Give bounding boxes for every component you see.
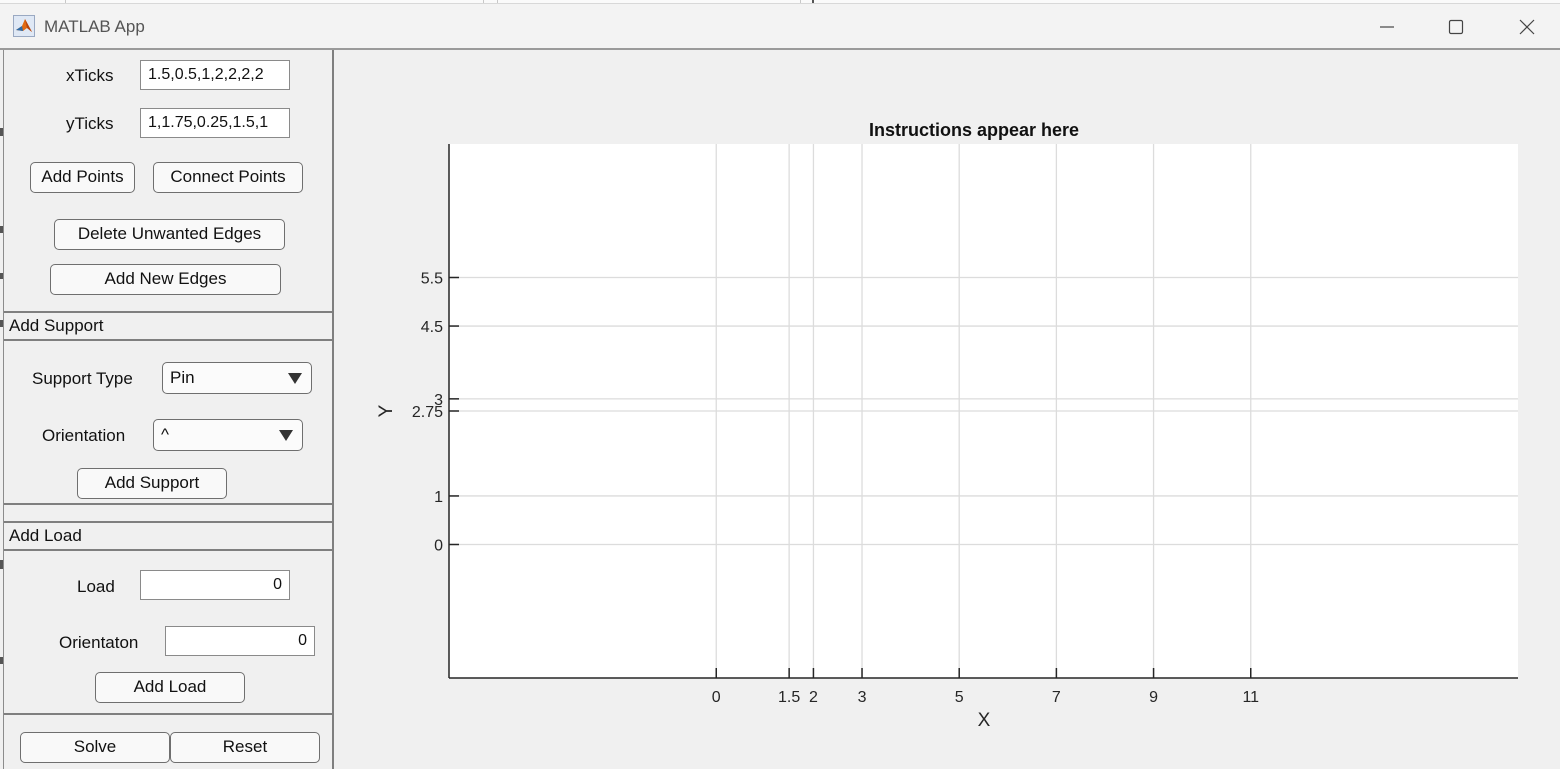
add-load-button[interactable]: Add Load <box>95 672 245 703</box>
reset-button[interactable]: Reset <box>170 732 320 763</box>
chevron-down-icon <box>279 430 293 441</box>
delete-unwanted-edges-button[interactable]: Delete Unwanted Edges <box>54 219 285 250</box>
xticks-label: xTicks <box>66 66 114 85</box>
maximize-icon <box>1448 19 1464 35</box>
title-bar-divider <box>0 48 1560 50</box>
add-points-button[interactable]: Add Points <box>30 162 135 193</box>
add-new-edges-button[interactable]: Add New Edges <box>50 264 281 295</box>
support-orientation-value: ^ <box>161 425 169 444</box>
window-title: MATLAB App <box>44 17 145 36</box>
control-panel: xTicks 1.5,0.5,1,2,2,2,2 yTicks 1,1.75,0… <box>3 50 335 769</box>
yticks-input[interactable]: 1,1.75,0.25,1.5,1 <box>140 108 290 138</box>
load-label: Load <box>77 577 115 596</box>
close-button[interactable] <box>1504 10 1550 44</box>
support-type-value: Pin <box>170 368 195 387</box>
add-load-section-header: Add Load <box>4 521 332 551</box>
yticks-label: yTicks <box>66 114 114 133</box>
support-type-dropdown[interactable]: Pin <box>162 362 312 394</box>
support-type-label: Support Type <box>32 369 133 388</box>
background-divider <box>800 0 801 5</box>
load-orientation-input[interactable]: 0 <box>165 626 315 656</box>
add-support-button[interactable]: Add Support <box>77 468 227 499</box>
support-orientation-label: Orientation <box>42 426 126 445</box>
section-divider <box>4 503 332 505</box>
background-divider <box>483 0 484 5</box>
add-support-section-header: Add Support <box>4 311 332 341</box>
load-orientation-label: Orientaton <box>59 633 139 652</box>
plot-panel <box>334 50 1560 769</box>
maximize-button[interactable] <box>1433 10 1479 44</box>
close-icon <box>1519 19 1535 35</box>
support-orientation-dropdown[interactable]: ^ <box>153 419 303 451</box>
background-divider <box>65 0 66 5</box>
background-divider <box>497 0 498 5</box>
solve-button[interactable]: Solve <box>20 732 170 763</box>
plot-title: Instructions appear here <box>869 120 1080 140</box>
section-divider <box>4 713 332 715</box>
connect-points-button[interactable]: Connect Points <box>153 162 303 193</box>
chevron-down-icon <box>288 373 302 384</box>
minimize-button[interactable] <box>1364 10 1410 44</box>
minimize-icon <box>1380 26 1394 28</box>
title-bar: MATLAB App <box>0 3 1560 50</box>
matlab-logo-icon <box>13 15 35 37</box>
load-input[interactable]: 0 <box>140 570 290 600</box>
window-edge-marks <box>0 128 3 664</box>
xticks-input[interactable]: 1.5,0.5,1,2,2,2,2 <box>140 60 290 90</box>
background-divider <box>812 0 814 5</box>
